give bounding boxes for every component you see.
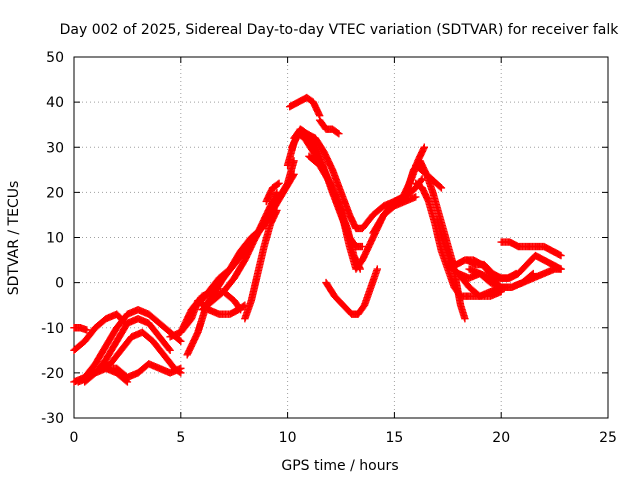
y-tick-label: 20 (46, 185, 64, 201)
series-arc-13 (241, 206, 281, 323)
y-tick-label: -10 (41, 321, 64, 337)
data-point (236, 306, 245, 314)
data-point (420, 143, 429, 151)
series-arc-22 (369, 143, 429, 237)
data-point (123, 378, 132, 386)
data-points (70, 93, 565, 386)
series-arc-12 (198, 188, 281, 314)
data-point (122, 377, 130, 385)
x-tick-label: 5 (176, 430, 185, 446)
data-point (418, 175, 426, 183)
data-point (273, 206, 281, 215)
y-tick-label: -30 (41, 411, 64, 427)
data-point (335, 130, 343, 138)
y-tick-label: 10 (46, 231, 64, 247)
data-point (496, 282, 504, 290)
data-point (289, 171, 297, 180)
series-arc-14 (262, 179, 283, 206)
y-axis-label: SDTVAR / TECUs (6, 181, 22, 296)
data-point (274, 180, 282, 188)
y-tick-label: 30 (46, 140, 64, 156)
data-point (166, 346, 174, 355)
data-point (177, 337, 185, 345)
data-point (290, 170, 298, 179)
series-arc-29 (463, 251, 565, 282)
data-point (358, 242, 367, 251)
y-tick-label: 50 (46, 50, 64, 66)
x-axis-label: GPS time / hours (281, 458, 398, 474)
series-arc-31 (412, 161, 446, 192)
data-point (497, 287, 505, 296)
data-point (165, 345, 173, 353)
y-tick-label: -20 (41, 366, 64, 382)
data-point (557, 251, 565, 260)
data-point (175, 336, 184, 344)
x-tick-label: 10 (279, 430, 297, 446)
x-tick-label: 20 (492, 430, 510, 446)
series-arc-18 (286, 93, 324, 120)
x-tick-label: 15 (385, 430, 403, 446)
data-point (417, 176, 425, 184)
data-point (436, 183, 444, 191)
x-tick-label: 25 (599, 430, 617, 446)
series-arc-2 (70, 324, 91, 334)
data-point (557, 265, 565, 273)
data-point (177, 364, 185, 373)
series-arc-28 (454, 269, 505, 300)
data-point (437, 184, 446, 192)
chart-title: Day 002 of 2025, Sidereal Day-to-day VTE… (60, 22, 620, 38)
y-tick-label: 40 (46, 95, 64, 111)
series-arc-10 (183, 157, 298, 359)
data-point (461, 315, 469, 323)
series-arc-21 (322, 265, 382, 318)
y-tick-label: 0 (55, 276, 64, 292)
data-point (412, 193, 420, 201)
x-tick-label: 0 (70, 430, 79, 446)
data-point (273, 188, 281, 197)
data-point (235, 304, 244, 313)
series-arc-7 (91, 364, 132, 386)
axis-ticks: 0 5 10 15 20 25 -30 -20 -10 0 10 20 30 40 50 (41, 50, 617, 446)
series-arc-19 (315, 116, 343, 138)
series-arc-30 (497, 238, 565, 260)
series-arc-11 (194, 170, 298, 309)
data-point (333, 129, 342, 137)
data-point (275, 179, 283, 188)
series-arc-20 (305, 152, 420, 273)
data-point (373, 265, 382, 273)
data-point (474, 291, 483, 299)
data-point (83, 326, 91, 334)
